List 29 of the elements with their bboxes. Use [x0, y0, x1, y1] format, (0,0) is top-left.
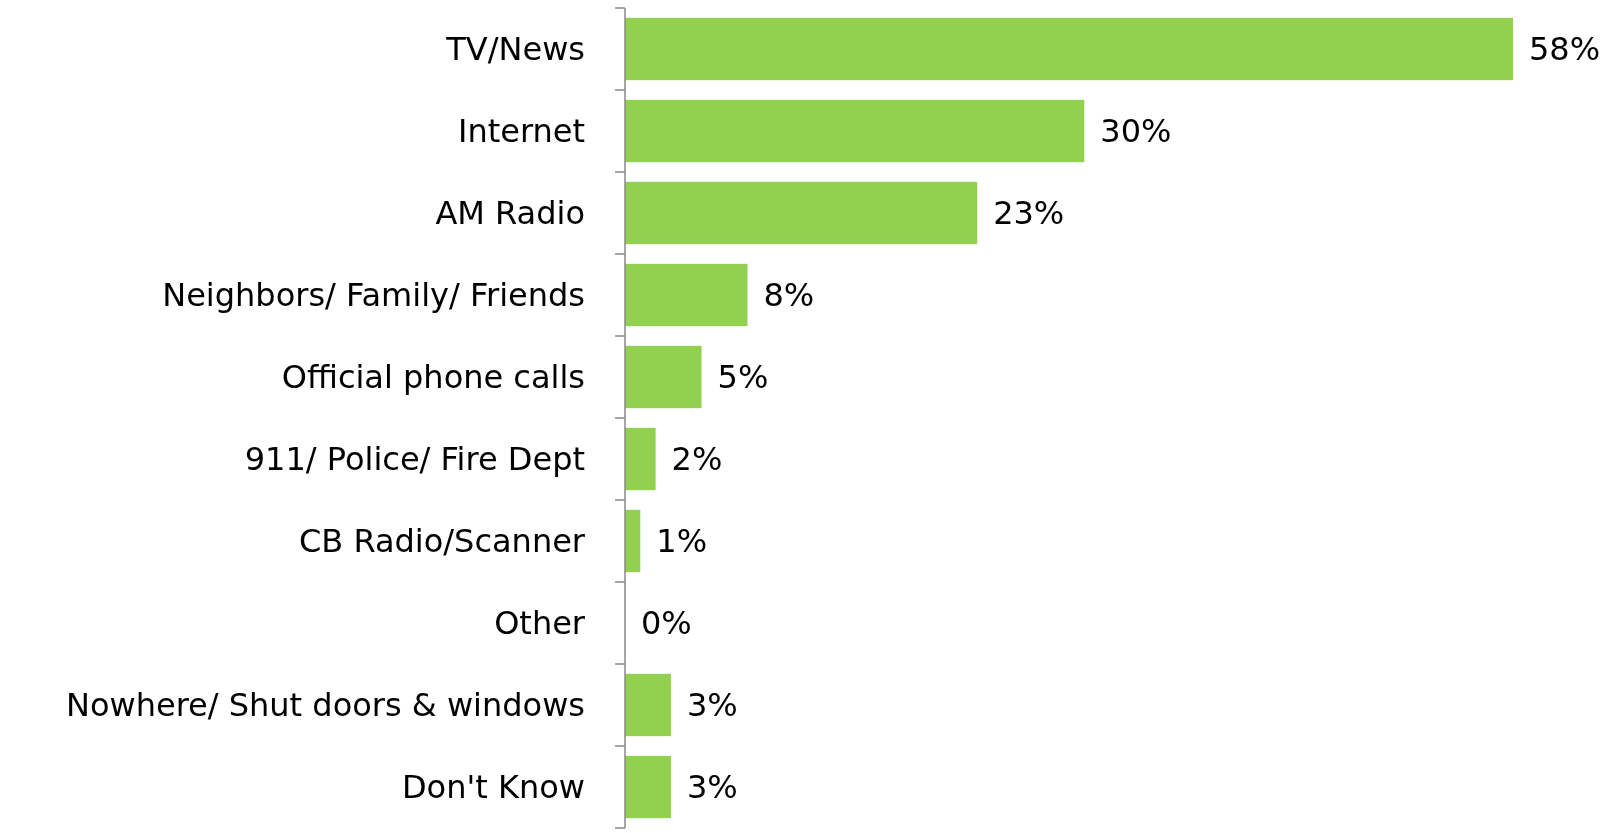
y-tick-label: AM Radio [435, 194, 585, 233]
data-label: 3% [686, 686, 738, 725]
y-tick-label: Other [494, 604, 586, 643]
y-tick-label: 911/ Police/ Fire Dept [244, 440, 585, 479]
y-tick-label: Internet [457, 112, 585, 151]
y-tick-label: Official phone calls [281, 358, 585, 397]
bar [625, 673, 671, 737]
data-label: 3% [686, 768, 738, 807]
data-label: 58% [1529, 30, 1601, 69]
y-tick-label: TV/News [445, 30, 585, 69]
bar [625, 99, 1085, 163]
bar [625, 755, 671, 819]
bar [625, 509, 641, 573]
data-label: 23% [993, 194, 1065, 233]
y-tick-label: Neighbors/ Family/ Friends [162, 276, 585, 315]
y-tick-label: CB Radio/Scanner [298, 522, 586, 561]
data-label: 5% [717, 358, 769, 397]
bar [625, 181, 978, 245]
y-tick-label: Don't Know [401, 768, 585, 807]
bar [625, 345, 702, 409]
data-label: 0% [641, 604, 692, 643]
data-label: 1% [656, 522, 708, 561]
y-tick-label: Nowhere/ Shut doors & windows [65, 686, 585, 725]
bar [625, 427, 656, 491]
bar [625, 17, 1513, 81]
data-label: 2% [671, 440, 723, 479]
bar [625, 263, 748, 327]
data-label: 30% [1100, 112, 1172, 151]
data-label: 8% [763, 276, 815, 315]
